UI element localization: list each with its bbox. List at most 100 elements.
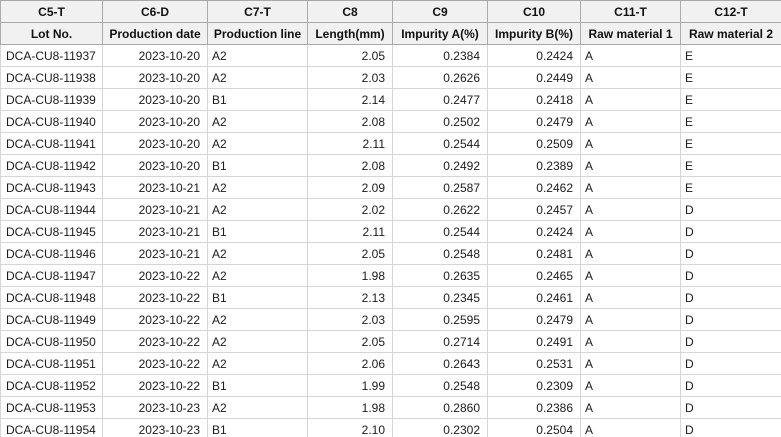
- table-cell[interactable]: 0.2461: [487, 286, 581, 309]
- field-code-c11t[interactable]: C11-T: [580, 0, 681, 23]
- table-cell[interactable]: DCA-CU8-11945: [0, 220, 103, 243]
- table-cell[interactable]: 2.08: [307, 110, 393, 133]
- table-cell[interactable]: 0.2384: [392, 44, 488, 67]
- table-cell[interactable]: A: [580, 330, 681, 353]
- table-cell[interactable]: 0.2449: [487, 66, 581, 89]
- table-cell[interactable]: 0.2635: [392, 264, 488, 287]
- table-cell[interactable]: 0.2587: [392, 176, 488, 199]
- table-cell[interactable]: B1: [207, 418, 308, 437]
- table-cell[interactable]: B1: [207, 374, 308, 397]
- table-cell[interactable]: 0.2477: [392, 88, 488, 111]
- table-cell[interactable]: 0.2386: [487, 396, 581, 419]
- table-cell[interactable]: 2023-10-21: [102, 176, 208, 199]
- table-cell[interactable]: D: [680, 220, 781, 243]
- table-cell[interactable]: A: [580, 286, 681, 309]
- table-cell[interactable]: 2023-10-22: [102, 352, 208, 375]
- table-cell[interactable]: 2.03: [307, 308, 393, 331]
- field-code-c9[interactable]: C9: [392, 0, 488, 23]
- table-cell[interactable]: 0.2457: [487, 198, 581, 221]
- table-cell[interactable]: E: [680, 66, 781, 89]
- column-header-impurity-a[interactable]: Impurity A(%): [392, 22, 488, 45]
- table-cell[interactable]: 2023-10-20: [102, 154, 208, 177]
- table-cell[interactable]: 2023-10-22: [102, 308, 208, 331]
- table-cell[interactable]: A2: [207, 44, 308, 67]
- table-cell[interactable]: 2.08: [307, 154, 393, 177]
- table-cell[interactable]: A2: [207, 132, 308, 155]
- table-cell[interactable]: E: [680, 44, 781, 67]
- table-cell[interactable]: B1: [207, 220, 308, 243]
- table-cell[interactable]: 2.13: [307, 286, 393, 309]
- table-cell[interactable]: 2.02: [307, 198, 393, 221]
- table-cell[interactable]: A2: [207, 330, 308, 353]
- table-cell[interactable]: 2023-10-22: [102, 264, 208, 287]
- table-cell[interactable]: 2.05: [307, 242, 393, 265]
- table-cell[interactable]: 2023-10-22: [102, 374, 208, 397]
- table-cell[interactable]: 0.2479: [487, 110, 581, 133]
- table-cell[interactable]: A: [580, 352, 681, 375]
- table-cell[interactable]: DCA-CU8-11953: [0, 396, 103, 419]
- table-cell[interactable]: A: [580, 374, 681, 397]
- table-cell[interactable]: 2.10: [307, 418, 393, 437]
- table-cell[interactable]: 0.2479: [487, 308, 581, 331]
- table-cell[interactable]: 2023-10-20: [102, 132, 208, 155]
- table-cell[interactable]: DCA-CU8-11941: [0, 132, 103, 155]
- table-cell[interactable]: A2: [207, 396, 308, 419]
- table-cell[interactable]: A2: [207, 176, 308, 199]
- table-cell[interactable]: 0.2544: [392, 220, 488, 243]
- table-cell[interactable]: 2.11: [307, 132, 393, 155]
- table-cell[interactable]: 0.2389: [487, 154, 581, 177]
- table-cell[interactable]: 0.2481: [487, 242, 581, 265]
- table-cell[interactable]: A: [580, 308, 681, 331]
- table-cell[interactable]: A2: [207, 308, 308, 331]
- table-cell[interactable]: 0.2622: [392, 198, 488, 221]
- table-cell[interactable]: A: [580, 88, 681, 111]
- table-cell[interactable]: DCA-CU8-11944: [0, 198, 103, 221]
- table-cell[interactable]: 0.2492: [392, 154, 488, 177]
- column-header-production-line[interactable]: Production line: [207, 22, 308, 45]
- table-cell[interactable]: DCA-CU8-11954: [0, 418, 103, 437]
- table-cell[interactable]: DCA-CU8-11948: [0, 286, 103, 309]
- table-cell[interactable]: 1.98: [307, 396, 393, 419]
- table-cell[interactable]: D: [680, 330, 781, 353]
- table-cell[interactable]: A2: [207, 198, 308, 221]
- table-cell[interactable]: A: [580, 264, 681, 287]
- table-cell[interactable]: 0.2424: [487, 220, 581, 243]
- table-cell[interactable]: A: [580, 44, 681, 67]
- table-cell[interactable]: 0.2502: [392, 110, 488, 133]
- table-cell[interactable]: 0.2345: [392, 286, 488, 309]
- table-cell[interactable]: D: [680, 352, 781, 375]
- table-cell[interactable]: 0.2595: [392, 308, 488, 331]
- table-cell[interactable]: B1: [207, 286, 308, 309]
- table-cell[interactable]: E: [680, 110, 781, 133]
- table-cell[interactable]: D: [680, 418, 781, 437]
- table-cell[interactable]: DCA-CU8-11942: [0, 154, 103, 177]
- table-cell[interactable]: DCA-CU8-11940: [0, 110, 103, 133]
- table-cell[interactable]: A: [580, 176, 681, 199]
- field-code-c6d[interactable]: C6-D: [102, 0, 208, 23]
- table-cell[interactable]: DCA-CU8-11949: [0, 308, 103, 331]
- table-cell[interactable]: 0.2531: [487, 352, 581, 375]
- field-code-c10[interactable]: C10: [487, 0, 581, 23]
- table-cell[interactable]: 1.99: [307, 374, 393, 397]
- field-code-c5t[interactable]: C5-T: [0, 0, 103, 23]
- table-cell[interactable]: 0.2302: [392, 418, 488, 437]
- table-cell[interactable]: D: [680, 396, 781, 419]
- field-code-c12t[interactable]: C12-T: [680, 0, 781, 23]
- table-cell[interactable]: 2023-10-21: [102, 198, 208, 221]
- column-header-lot-no[interactable]: Lot No.: [0, 22, 103, 45]
- table-cell[interactable]: A: [580, 154, 681, 177]
- table-cell[interactable]: 0.2504: [487, 418, 581, 437]
- table-cell[interactable]: D: [680, 264, 781, 287]
- field-code-c7t[interactable]: C7-T: [207, 0, 308, 23]
- table-cell[interactable]: 0.2424: [487, 44, 581, 67]
- table-cell[interactable]: 0.2509: [487, 132, 581, 155]
- table-cell[interactable]: A: [580, 418, 681, 437]
- table-cell[interactable]: A: [580, 132, 681, 155]
- table-cell[interactable]: 2.14: [307, 88, 393, 111]
- table-cell[interactable]: D: [680, 286, 781, 309]
- table-cell[interactable]: D: [680, 198, 781, 221]
- column-header-impurity-b[interactable]: Impurity B(%): [487, 22, 581, 45]
- table-cell[interactable]: E: [680, 154, 781, 177]
- table-cell[interactable]: B1: [207, 154, 308, 177]
- table-cell[interactable]: A2: [207, 242, 308, 265]
